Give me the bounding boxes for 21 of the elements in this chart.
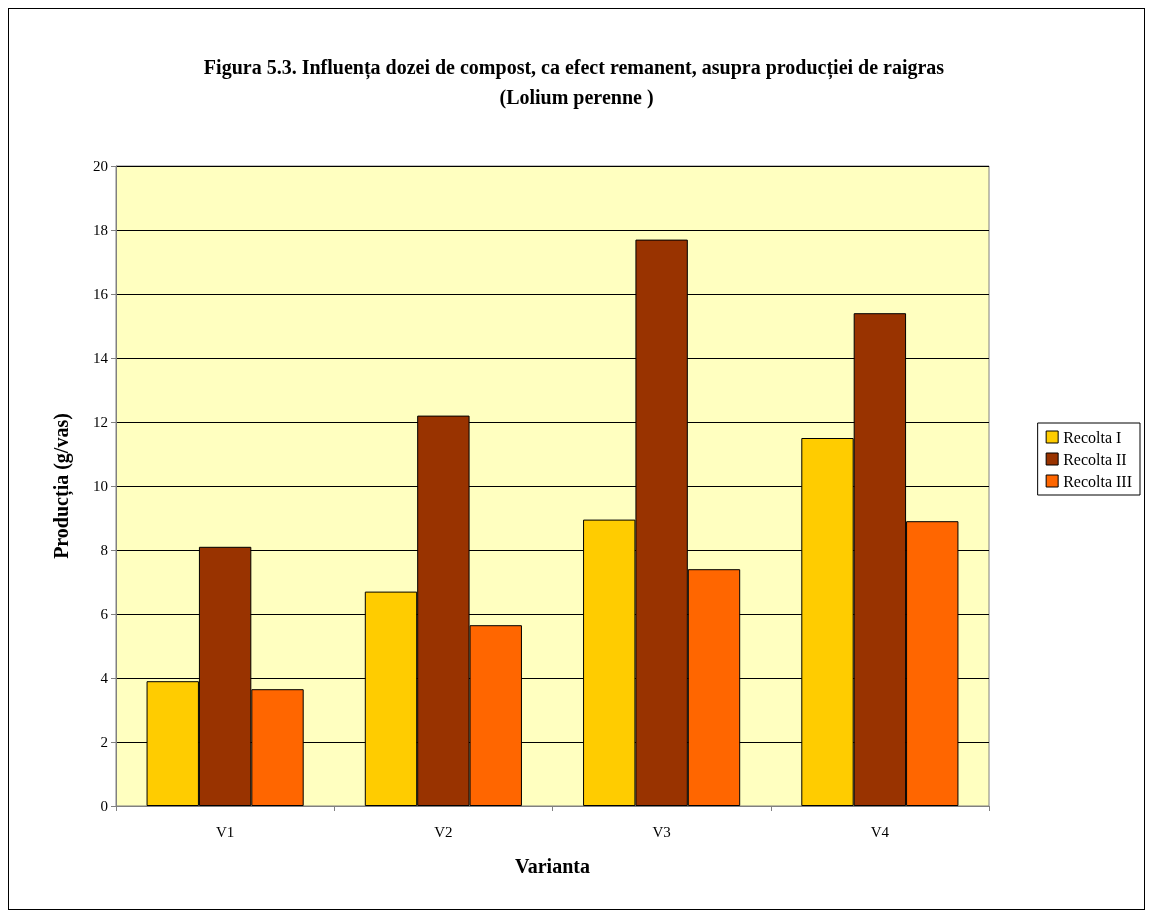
chart-title: Figura 5.3. Influența dozei de compost, ca efect remanent, asupra producției de raigras (Lolium perenne ) [203, 56, 950, 109]
y-tick-label: 18 [93, 222, 108, 238]
y-tick-label: 8 [100, 542, 108, 558]
y-tick-label: 10 [93, 478, 108, 494]
x-tick-label: V3 [652, 823, 671, 840]
y-tick-label: 4 [100, 670, 109, 686]
y-tick-label: 2 [100, 734, 108, 750]
legend-label: Recolta III [1063, 472, 1133, 490]
y-tick-label: 16 [93, 286, 109, 302]
y-tick-label: 20 [93, 158, 108, 174]
y-tick-label: 6 [100, 606, 109, 622]
legend-label: Recolta I [1063, 428, 1122, 446]
x-tick-label: V1 [215, 823, 235, 840]
y-tick-label: 14 [93, 350, 109, 366]
y-tick-label: 0 [100, 798, 108, 814]
x-tick-label: V4 [870, 823, 890, 840]
x-tick-label: V2 [434, 823, 453, 840]
y-tick-label: 12 [93, 414, 108, 430]
x-axis-title: Varianta [515, 855, 590, 877]
legend-label: Recolta II [1063, 450, 1127, 468]
y-axis-title: Producția (g/vas) [50, 413, 74, 559]
